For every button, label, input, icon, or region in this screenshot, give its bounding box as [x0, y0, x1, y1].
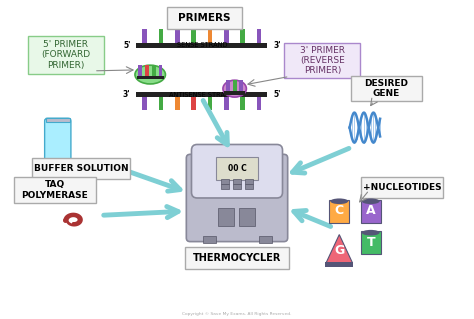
FancyBboxPatch shape [185, 247, 289, 269]
Ellipse shape [135, 65, 165, 84]
Text: TAQ
POLYMERASE: TAQ POLYMERASE [22, 180, 88, 200]
Bar [240, 29, 245, 43]
Bar [138, 65, 142, 76]
Bar [159, 65, 163, 76]
Bar [136, 93, 267, 97]
FancyBboxPatch shape [329, 200, 349, 223]
Ellipse shape [362, 230, 380, 235]
FancyBboxPatch shape [361, 200, 381, 223]
FancyBboxPatch shape [233, 179, 241, 184]
Text: C: C [335, 204, 344, 217]
Bar [159, 29, 163, 43]
FancyBboxPatch shape [191, 145, 283, 198]
FancyBboxPatch shape [45, 118, 71, 168]
Bar [136, 43, 267, 48]
Text: T: T [366, 235, 375, 249]
Text: 3': 3' [273, 41, 281, 50]
Bar [257, 97, 261, 110]
Bar [159, 97, 163, 110]
Text: 00 C: 00 C [228, 164, 246, 173]
Bar [46, 118, 70, 122]
Bar [208, 29, 212, 43]
Bar [257, 29, 261, 43]
Text: ANTISENSE STRAND: ANTISENSE STRAND [169, 92, 235, 98]
Bar [325, 262, 353, 267]
FancyBboxPatch shape [186, 154, 288, 241]
Bar [142, 97, 147, 110]
Bar [224, 29, 228, 43]
Text: THERMOCYCLER: THERMOCYCLER [193, 253, 281, 263]
Bar [175, 97, 180, 110]
FancyBboxPatch shape [361, 177, 443, 197]
Bar [152, 65, 155, 76]
Text: 3': 3' [123, 90, 130, 99]
Bar [240, 97, 245, 110]
FancyBboxPatch shape [245, 179, 253, 184]
Text: 5' PRIMER
(FORWARD
PRIMER): 5' PRIMER (FORWARD PRIMER) [41, 40, 91, 70]
Ellipse shape [362, 198, 380, 204]
FancyBboxPatch shape [233, 184, 241, 189]
FancyBboxPatch shape [32, 158, 130, 179]
FancyBboxPatch shape [221, 184, 229, 189]
FancyBboxPatch shape [351, 76, 422, 101]
Ellipse shape [330, 198, 348, 204]
Text: DESIRED
GENE: DESIRED GENE [364, 79, 408, 98]
Bar [226, 80, 230, 91]
Bar [239, 80, 243, 91]
FancyBboxPatch shape [14, 177, 96, 203]
Text: PRIMERS: PRIMERS [178, 13, 230, 23]
Text: 5': 5' [123, 41, 130, 50]
FancyBboxPatch shape [239, 208, 255, 226]
FancyBboxPatch shape [221, 179, 229, 184]
FancyBboxPatch shape [167, 7, 242, 29]
Text: G: G [334, 244, 345, 257]
Bar [233, 80, 237, 91]
Text: 3' PRIMER
(REVERSE
PRIMER): 3' PRIMER (REVERSE PRIMER) [300, 46, 345, 75]
Bar [224, 97, 228, 110]
FancyBboxPatch shape [361, 231, 381, 254]
Bar [208, 97, 212, 110]
Bar [142, 29, 147, 43]
Ellipse shape [223, 80, 246, 97]
Text: SENSE STRAND: SENSE STRAND [176, 42, 227, 48]
Bar [175, 29, 180, 43]
Text: +NUCLEOTIDES: +NUCLEOTIDES [363, 183, 441, 192]
FancyBboxPatch shape [216, 157, 258, 180]
Text: Copyright © Save My Exams. All Rights Reserved.: Copyright © Save My Exams. All Rights Re… [182, 312, 292, 316]
FancyBboxPatch shape [245, 184, 253, 189]
FancyBboxPatch shape [259, 236, 272, 242]
Text: 5': 5' [273, 90, 281, 99]
Polygon shape [326, 234, 352, 263]
Bar [145, 65, 149, 76]
FancyBboxPatch shape [28, 36, 104, 74]
FancyBboxPatch shape [203, 236, 216, 242]
Bar [191, 97, 196, 110]
Bar [191, 29, 196, 43]
FancyBboxPatch shape [218, 208, 234, 226]
FancyBboxPatch shape [284, 43, 360, 78]
Text: A: A [366, 204, 375, 217]
Bar [137, 76, 164, 79]
Bar [224, 92, 245, 95]
Text: BUFFER SOLUTION: BUFFER SOLUTION [34, 164, 128, 173]
